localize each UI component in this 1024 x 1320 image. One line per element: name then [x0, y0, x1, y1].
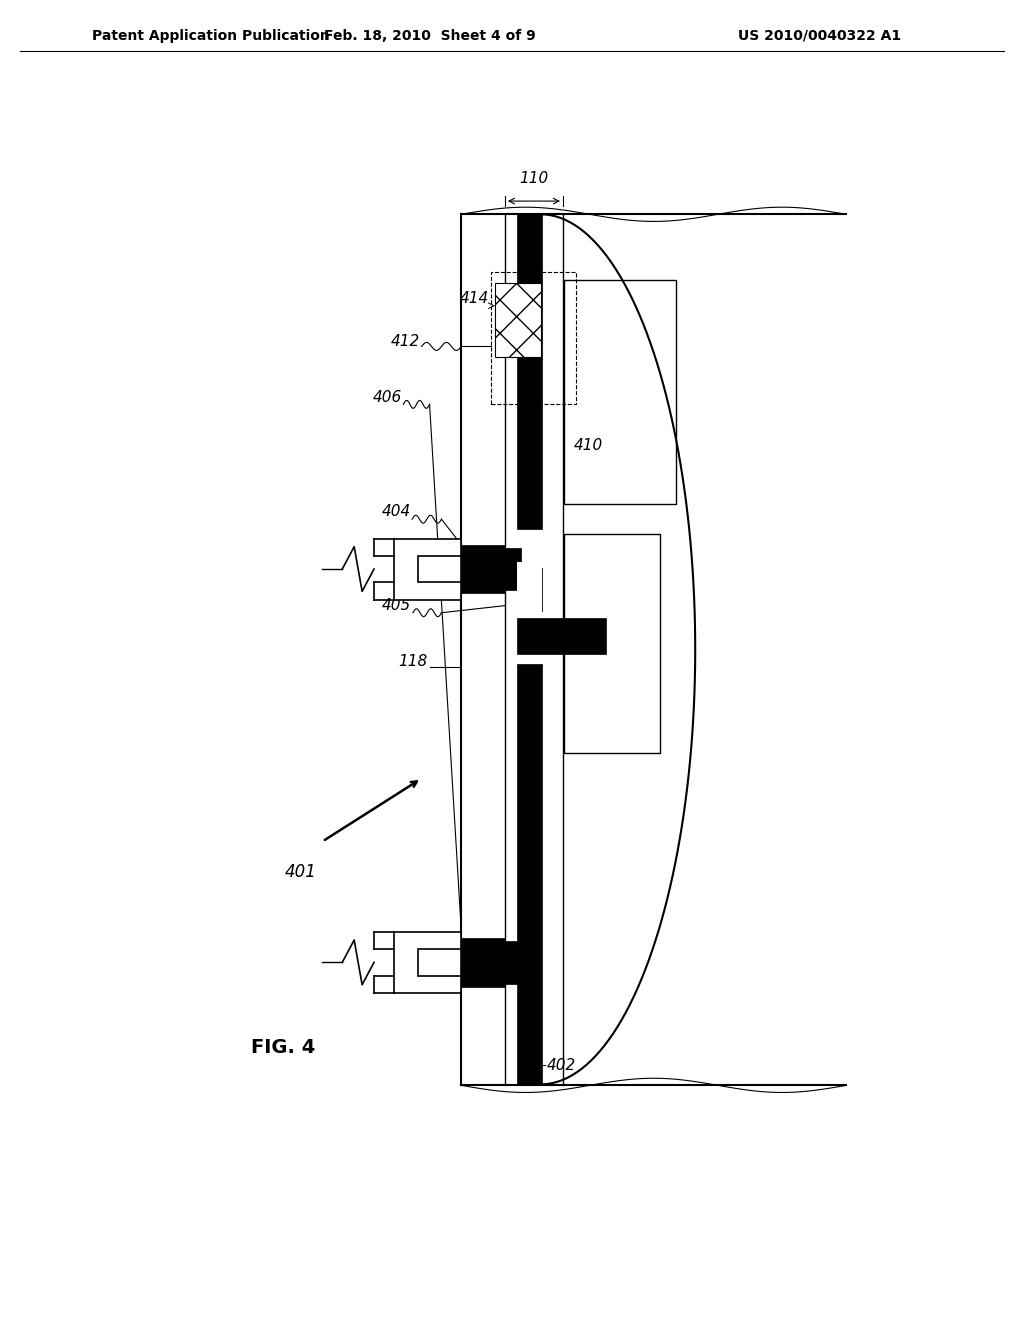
Text: 414: 414	[460, 292, 489, 306]
Bar	[517, 664, 543, 1085]
Bar	[563, 214, 849, 1085]
Text: FIG. 4: FIG. 4	[251, 1039, 314, 1057]
Bar	[517, 568, 543, 611]
Bar	[505, 214, 563, 1085]
Text: 110: 110	[519, 170, 549, 186]
Text: 408: 408	[569, 628, 598, 644]
Bar	[490, 272, 577, 404]
Text: 118: 118	[398, 653, 428, 669]
Text: 412: 412	[391, 334, 420, 348]
Bar	[564, 280, 676, 504]
Text: 404: 404	[381, 504, 411, 519]
Text: 402: 402	[547, 1057, 577, 1073]
Bar	[461, 939, 505, 987]
Bar	[461, 214, 505, 1085]
Text: US 2010/0040322 A1: US 2010/0040322 A1	[737, 29, 901, 42]
Bar	[517, 618, 606, 655]
Text: 405: 405	[382, 598, 412, 612]
Text: Feb. 18, 2010  Sheet 4 of 9: Feb. 18, 2010 Sheet 4 of 9	[325, 29, 536, 42]
Bar	[461, 545, 505, 594]
Bar	[496, 548, 521, 590]
Bar	[418, 556, 461, 582]
Bar	[517, 562, 543, 618]
Bar	[564, 535, 659, 752]
Bar	[496, 284, 542, 356]
Bar	[517, 214, 543, 529]
Bar	[394, 932, 461, 993]
Text: 406: 406	[373, 389, 401, 405]
Text: 401: 401	[285, 863, 317, 880]
Bar	[394, 539, 461, 599]
Text: 410: 410	[574, 437, 603, 453]
Bar	[418, 949, 461, 975]
Text: Patent Application Publication: Patent Application Publication	[92, 29, 330, 42]
Bar	[496, 941, 521, 983]
